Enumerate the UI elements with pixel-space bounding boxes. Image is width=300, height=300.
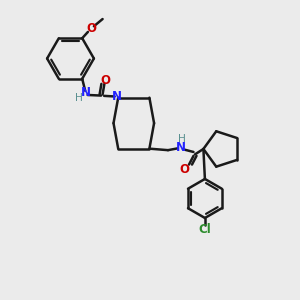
- Text: O: O: [179, 164, 190, 176]
- Text: N: N: [81, 86, 91, 99]
- Text: O: O: [86, 22, 96, 35]
- Text: H: H: [75, 93, 83, 103]
- Text: Cl: Cl: [199, 223, 211, 236]
- Text: H: H: [178, 134, 185, 144]
- Text: N: N: [112, 90, 122, 103]
- Text: O: O: [100, 74, 111, 87]
- Text: N: N: [176, 141, 186, 154]
